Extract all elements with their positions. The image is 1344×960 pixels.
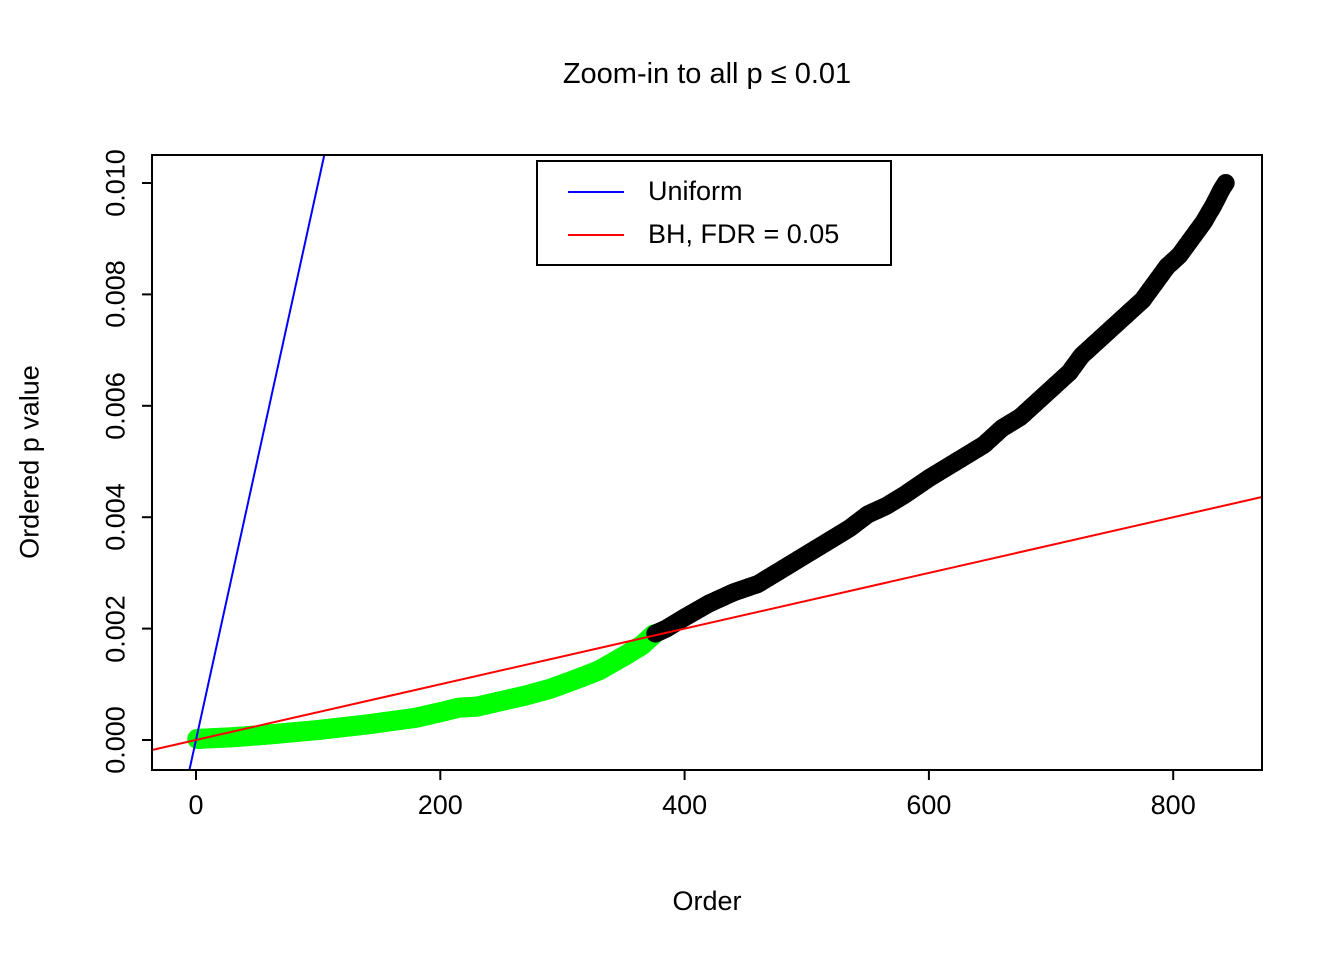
x-tick-label: 200 bbox=[417, 790, 463, 820]
x-tick-label: 400 bbox=[662, 790, 708, 820]
legend: Uniform BH, FDR = 0.05 bbox=[536, 160, 892, 266]
y-tick-label: 0.002 bbox=[100, 594, 131, 663]
uniform-line bbox=[188, 154, 326, 771]
x-tick-label: 0 bbox=[188, 790, 204, 820]
legend-line-uniform bbox=[568, 190, 624, 193]
legend-label-uniform: Uniform bbox=[648, 176, 743, 206]
y-axis-label: Ordered p value bbox=[14, 365, 45, 559]
data-points bbox=[187, 174, 1235, 749]
legend-item-bh: BH, FDR = 0.05 bbox=[568, 219, 890, 250]
legend-line-bh bbox=[568, 233, 624, 236]
y-tick-label: 0.010 bbox=[100, 149, 131, 217]
bh-line bbox=[151, 496, 1263, 751]
y-tick-label: 0.008 bbox=[100, 260, 131, 329]
plot-frame bbox=[142, 154, 1263, 780]
y-tick-label: 0.006 bbox=[100, 372, 131, 440]
legend-label-bh: BH, FDR = 0.05 bbox=[648, 219, 840, 249]
legend-item-uniform: Uniform bbox=[568, 176, 890, 207]
x-axis-label: Order bbox=[672, 886, 742, 916]
chart-title: Zoom-in to all p ≤ 0.01 bbox=[562, 58, 852, 90]
y-tick-label: 0.004 bbox=[100, 483, 131, 551]
x-tick-label: 800 bbox=[1150, 790, 1196, 820]
x-tick-label: 600 bbox=[906, 790, 952, 820]
y-tick-label: 0.000 bbox=[100, 706, 131, 774]
